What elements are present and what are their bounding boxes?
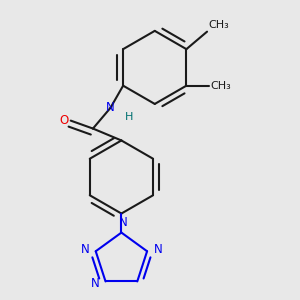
Text: CH₃: CH₃	[208, 20, 230, 30]
Text: CH₃: CH₃	[210, 81, 231, 91]
Text: N: N	[153, 243, 162, 256]
Text: N: N	[81, 243, 89, 256]
Text: N: N	[106, 101, 115, 114]
Text: O: O	[59, 114, 68, 127]
Text: H: H	[125, 112, 133, 122]
Text: N: N	[91, 277, 100, 290]
Text: N: N	[118, 216, 127, 230]
